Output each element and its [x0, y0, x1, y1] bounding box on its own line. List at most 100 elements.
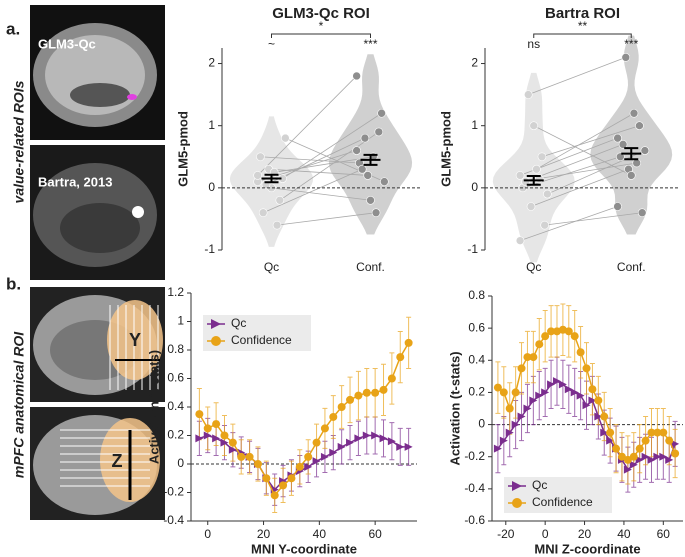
marker	[279, 481, 288, 490]
point	[275, 195, 285, 205]
brain-image: Y	[30, 287, 165, 402]
marker	[576, 391, 585, 400]
x-tick-label: Conf.	[617, 260, 646, 274]
marker	[647, 455, 656, 464]
legend-label: Confidence	[231, 333, 292, 347]
marker	[362, 388, 371, 397]
brain-image: Bartra, 2013	[30, 145, 165, 280]
y-tick-label: 1.2	[167, 285, 184, 299]
bracket-label: **	[578, 19, 588, 33]
bracket	[533, 33, 632, 38]
y-tick-label: 1	[471, 118, 478, 132]
point	[352, 71, 361, 81]
point	[640, 146, 650, 155]
marker	[499, 436, 508, 445]
point	[258, 208, 268, 218]
y-tick-label: 0	[478, 417, 485, 431]
y-tick-label: 0.2	[167, 428, 184, 442]
pair-line	[519, 206, 618, 242]
legend-label: Qc	[231, 316, 246, 330]
point	[523, 90, 533, 99]
marker	[396, 442, 405, 451]
marker	[212, 420, 221, 429]
marker	[203, 424, 212, 433]
x-tick-label: Qc	[526, 260, 541, 274]
y-tick-label: -0.2	[464, 449, 485, 463]
point	[515, 236, 525, 245]
marker	[295, 462, 304, 471]
marker	[493, 383, 502, 392]
marker	[594, 396, 603, 405]
marker	[337, 403, 346, 411]
marker	[379, 434, 388, 443]
marker	[535, 391, 544, 400]
y-axis-label: GLM5-pmod	[175, 111, 190, 187]
marker	[346, 395, 355, 404]
marker	[576, 348, 585, 357]
marker	[262, 474, 271, 483]
marker	[312, 457, 321, 466]
marker	[564, 385, 573, 394]
marker	[617, 452, 626, 461]
marker	[547, 380, 556, 389]
marker	[612, 444, 621, 453]
marker	[623, 455, 632, 464]
y-tick-label: 0.8	[468, 288, 485, 302]
marker	[582, 401, 591, 410]
y-tick-label: -0.2	[163, 485, 184, 499]
x-axis-label: MNI Y-coordinate	[251, 541, 357, 556]
point	[380, 177, 389, 186]
y-axis-label: Activation (t-stats)	[146, 350, 161, 464]
marker	[493, 444, 502, 453]
marker	[641, 452, 650, 461]
marker	[588, 385, 597, 394]
x-tick-label: 60	[657, 527, 671, 541]
image-label: Y	[129, 330, 141, 350]
pair-line	[274, 156, 374, 173]
pair-line	[263, 168, 363, 214]
marker	[535, 340, 544, 349]
marker	[588, 396, 597, 405]
y-tick-label: -0.4	[464, 481, 485, 495]
marker	[517, 412, 526, 421]
panel-label: b.	[6, 274, 21, 293]
marker	[220, 438, 229, 447]
brain-image: GLM3-Qc	[30, 5, 165, 140]
legend-box	[504, 477, 612, 513]
marker	[387, 374, 396, 383]
marker	[505, 404, 514, 413]
x-tick-label: 0	[542, 527, 549, 541]
x-tick-label: 40	[313, 527, 327, 541]
y-axis-label: Activation (t-stats)	[447, 351, 462, 465]
marker	[671, 439, 680, 448]
marker	[404, 338, 413, 347]
violin	[590, 35, 673, 235]
marker	[237, 452, 246, 461]
marker	[195, 410, 204, 419]
marker	[671, 449, 680, 458]
marker	[511, 388, 520, 397]
point	[366, 195, 375, 205]
point	[352, 146, 361, 155]
marker	[329, 448, 338, 457]
series-line	[198, 342, 410, 497]
marker	[564, 327, 573, 336]
point	[256, 152, 265, 162]
marker	[354, 391, 363, 400]
y-tick-label: -0.6	[464, 513, 485, 527]
chart-title: GLM3-Qc ROI	[272, 5, 370, 22]
marker	[499, 388, 508, 397]
significance: ~	[268, 37, 275, 51]
legend-marker	[512, 498, 522, 508]
point	[635, 121, 644, 130]
marker	[228, 445, 237, 454]
marker	[195, 434, 204, 443]
marker	[523, 353, 532, 362]
marker	[253, 460, 262, 468]
image-label: GLM3-Qc	[38, 36, 96, 51]
y-tick-label: 1	[177, 314, 184, 328]
point	[515, 171, 525, 180]
marker	[665, 436, 674, 445]
point	[618, 140, 628, 149]
